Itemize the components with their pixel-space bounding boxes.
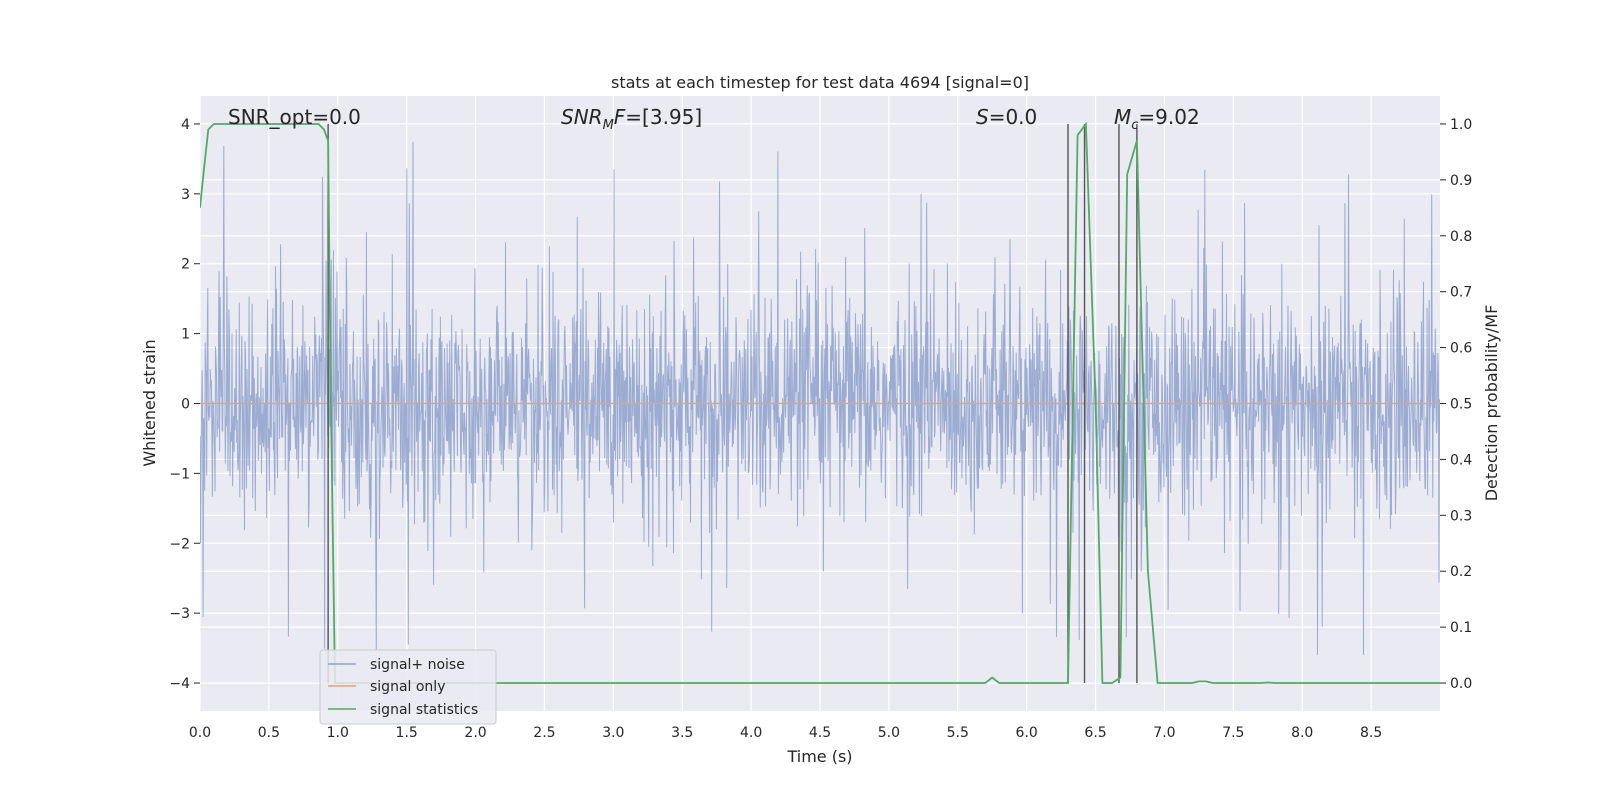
annotation-snr-opt: SNR_opt=0.0: [228, 105, 361, 129]
y2-tick-label: 0.2: [1450, 564, 1472, 580]
x-tick-label: 6.0: [1016, 725, 1038, 741]
legend: signal+ noise signal only signal statist…: [319, 649, 497, 725]
y-axis-right: 0.0 0.1 0.2 0.3 0.4 0.5 0.6 0.7 0.8 0.9 1.0: [1440, 117, 1472, 692]
y2-tick-label: 0.7: [1450, 285, 1472, 301]
x-tick-label: 2.5: [533, 725, 555, 741]
y-tick-label: −4: [169, 676, 190, 692]
annotation-s: S=0.0: [976, 105, 1037, 129]
legend-label-noise: signal+ noise: [370, 657, 465, 673]
annotation-mc: Mc=9.02: [1114, 105, 1200, 133]
x-tick-label: 8.5: [1360, 725, 1382, 741]
statistics-line: [200, 121, 1440, 684]
y-tick-label: 4: [181, 117, 190, 133]
y-axis-label: Whitened strain: [140, 339, 159, 466]
y-tick-label: −1: [169, 466, 190, 482]
y2-axis-label: Detection probability/MF: [1482, 305, 1501, 502]
y-tick-label: 2: [181, 257, 190, 273]
y-tick-label: −2: [169, 536, 190, 552]
y2-tick-label: 0.3: [1450, 508, 1472, 524]
x-tick-label: 8.0: [1291, 725, 1313, 741]
x-tick-label: 3.5: [671, 725, 693, 741]
annotation-snr-mf: SNRMF=[3.95]: [561, 105, 702, 133]
y2-tick-label: 0.6: [1450, 341, 1472, 357]
x-tick-label: 5.5: [947, 725, 969, 741]
y-tick-label: −3: [169, 606, 190, 622]
legend-label-signal-only: signal only: [370, 679, 445, 695]
y2-tick-label: 0.5: [1450, 397, 1472, 413]
y-tick-label: 0: [181, 397, 190, 413]
series-signal-noise: [200, 141, 1440, 656]
x-tick-label: 1.0: [327, 725, 349, 741]
chart-title: stats at each timestep for test data 469…: [611, 73, 1029, 92]
y2-tick-label: 0.4: [1450, 452, 1472, 468]
x-axis: 0.0 0.5 1.0 1.5 2.0 2.5 3.0 3.5 4.0 4.5 5.0 5.5 6.0 6…: [189, 725, 1382, 741]
y2-tick-label: 1.0: [1450, 117, 1472, 133]
series-signal-statistics: [200, 121, 1440, 684]
x-tick-label: 7.5: [1222, 725, 1244, 741]
y-tick-label: 1: [181, 327, 190, 343]
y2-tick-label: 0.9: [1450, 173, 1472, 189]
y-axis-left: −4 −3 −2 −1 0 1 2 3 4: [169, 117, 200, 692]
y2-tick-label: 0.1: [1450, 620, 1472, 636]
x-tick-label: 4.0: [740, 725, 762, 741]
x-tick-label: 6.5: [1084, 725, 1106, 741]
y-tick-label: 3: [181, 187, 190, 203]
x-tick-label: 5.0: [878, 725, 900, 741]
noise-line: [200, 141, 1440, 656]
x-tick-label: 7.0: [1153, 725, 1175, 741]
x-tick-label: 2.0: [464, 725, 486, 741]
x-tick-label: 1.5: [396, 725, 418, 741]
y2-tick-label: 0.0: [1450, 676, 1472, 692]
x-axis-label: Time (s): [786, 747, 852, 766]
y2-tick-label: 0.8: [1450, 229, 1472, 245]
x-tick-label: 0.5: [258, 725, 280, 741]
legend-box: [319, 649, 497, 725]
x-tick-label: 3.0: [602, 725, 624, 741]
x-tick-label: 0.0: [189, 725, 211, 741]
legend-label-statistics: signal statistics: [370, 702, 478, 718]
x-tick-label: 4.5: [809, 725, 831, 741]
annotations: SNR_opt=0.0 SNRMF=[3.95] S=0.0 Mc=9.02: [228, 105, 1200, 133]
